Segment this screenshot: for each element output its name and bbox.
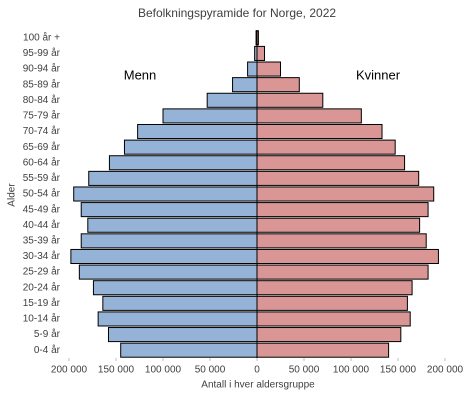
bar (97, 311, 258, 327)
x-tick-label: 150 000 (98, 365, 135, 376)
y-tick-label: 65-69 år (23, 141, 61, 153)
bar (70, 248, 258, 265)
bar (88, 170, 258, 186)
bar (123, 139, 258, 155)
y-tick-label: 80-84 år (23, 94, 61, 106)
x-tick-label: 200 000 (427, 365, 464, 376)
bar (256, 202, 429, 218)
y-tick-label: 20-24 år (23, 281, 61, 293)
bar (256, 186, 435, 202)
y-tick-label: 0-4 år (34, 344, 61, 356)
bar (92, 280, 258, 296)
legend-label: Menn (124, 67, 157, 82)
bar (256, 217, 421, 233)
x-tick-label: 100 000 (333, 365, 370, 376)
bar (206, 92, 258, 108)
chart-title: Befolkningspyramide for Norge, 2022 (138, 6, 336, 20)
bar (137, 123, 258, 140)
y-tick-label: 50-54 år (23, 188, 61, 200)
bar (256, 295, 408, 311)
y-tick-label: 55-59 år (23, 172, 61, 184)
bar (256, 45, 266, 61)
bar (256, 327, 402, 343)
x-tick-label: 50 000 (195, 365, 226, 376)
y-tick-label: 15-19 år (23, 297, 61, 309)
y-tick-label: 45-49 år (23, 203, 61, 215)
bar (256, 264, 429, 280)
y-tick-label: 35-39 år (23, 234, 61, 246)
bar (80, 202, 258, 218)
bar (87, 217, 258, 233)
bar (256, 280, 413, 296)
x-tick-label: 0 (254, 365, 260, 376)
bar (80, 233, 258, 249)
y-tick-label: 10-14 år (23, 313, 61, 325)
bar (256, 92, 324, 108)
bar (256, 233, 427, 249)
y-tick-label: 95-99 år (23, 47, 61, 59)
bar (247, 61, 258, 77)
x-tick-label: 50 000 (289, 365, 320, 376)
bar (256, 170, 420, 186)
bar (256, 123, 383, 140)
y-tick-label: 30-34 år (23, 250, 61, 262)
y-axis-label: Alder (7, 183, 18, 207)
bar (73, 186, 258, 202)
bar (256, 61, 281, 77)
x-axis-label: Antall i hver aldersgruppe (201, 380, 315, 391)
bar (162, 108, 258, 124)
bar (256, 342, 390, 358)
bar (78, 264, 258, 280)
bar (256, 155, 406, 171)
bar (256, 77, 300, 93)
bar (256, 248, 439, 265)
y-tick-label: 25-29 år (23, 266, 61, 278)
bar (102, 295, 258, 311)
legend-label: Kvinner (356, 67, 401, 82)
x-tick-label: 200 000 (51, 365, 88, 376)
bar (107, 327, 258, 343)
bar (256, 139, 396, 155)
bar (120, 342, 258, 358)
bar (256, 311, 411, 327)
bar (108, 155, 258, 171)
bar (232, 77, 258, 93)
y-tick-label: 70-74 år (23, 125, 61, 137)
y-tick-label: 90-94 år (23, 63, 61, 75)
y-tick-label: 100 år + (23, 31, 60, 43)
y-tick-label: 40-44 år (23, 219, 61, 231)
y-tick-label: 85-89 år (23, 78, 61, 90)
x-tick-label: 100 000 (145, 365, 182, 376)
x-tick-label: 150 000 (380, 365, 417, 376)
y-tick-label: 75-79 år (23, 110, 61, 122)
bar (256, 108, 362, 124)
y-tick-label: 5-9 år (34, 328, 61, 340)
y-tick-label: 60-64 år (23, 156, 61, 168)
